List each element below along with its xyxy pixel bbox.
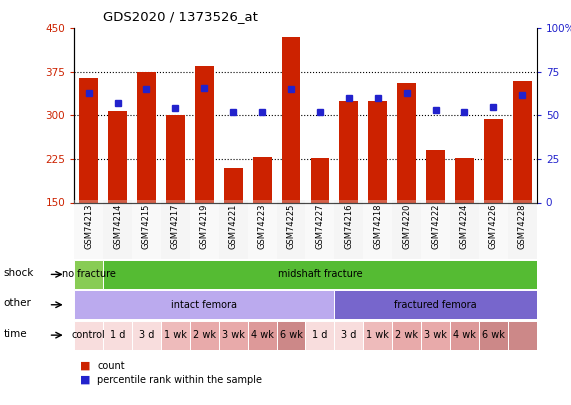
Bar (74, 260, 103, 289)
Text: GSM74226: GSM74226 (489, 203, 498, 249)
Bar (335, 290, 537, 319)
Bar (74, 321, 103, 350)
Text: midshaft fracture: midshaft fracture (278, 269, 362, 279)
Bar (190, 321, 219, 350)
Bar (455, 158, 474, 202)
Bar (248, 200, 276, 259)
Text: other: other (3, 298, 31, 308)
Bar (484, 119, 503, 202)
Text: percentile rank within the sample: percentile rank within the sample (97, 375, 262, 385)
Text: GSM74217: GSM74217 (171, 203, 180, 249)
Bar (305, 321, 335, 350)
Bar (79, 78, 98, 202)
Text: 1 wk: 1 wk (164, 330, 187, 340)
Bar (335, 321, 363, 350)
Text: 3 d: 3 d (341, 330, 356, 340)
Bar (190, 200, 219, 259)
Bar (253, 157, 272, 202)
Text: 1 d: 1 d (110, 330, 125, 340)
Bar (132, 200, 161, 259)
Text: GSM74227: GSM74227 (315, 203, 324, 249)
Bar (392, 200, 421, 259)
Bar (74, 290, 335, 319)
Text: 2 wk: 2 wk (395, 330, 418, 340)
Text: GSM74213: GSM74213 (84, 203, 93, 249)
Text: 4 wk: 4 wk (251, 330, 274, 340)
Bar (450, 200, 479, 259)
Text: GSM74225: GSM74225 (287, 203, 296, 249)
Bar (363, 200, 392, 259)
Bar (397, 83, 416, 202)
Bar (132, 321, 161, 350)
Bar (219, 200, 248, 259)
Bar (161, 321, 190, 350)
Text: GSM74214: GSM74214 (113, 203, 122, 249)
Bar (479, 200, 508, 259)
Bar (513, 81, 532, 202)
Bar (161, 200, 190, 259)
Bar (276, 200, 305, 259)
Text: shock: shock (3, 268, 34, 278)
Text: intact femora: intact femora (171, 300, 238, 310)
Bar (335, 200, 363, 259)
Bar (195, 66, 214, 202)
Text: 6 wk: 6 wk (482, 330, 505, 340)
Text: 1 wk: 1 wk (367, 330, 389, 340)
Text: count: count (97, 360, 124, 371)
Bar (108, 111, 127, 202)
Text: GSM74220: GSM74220 (402, 203, 411, 249)
Text: ■: ■ (80, 375, 90, 385)
Text: GSM74222: GSM74222 (431, 203, 440, 249)
Text: no fracture: no fracture (62, 269, 115, 279)
Bar (421, 200, 450, 259)
Bar (224, 168, 243, 202)
Bar (392, 321, 421, 350)
Bar (248, 321, 276, 350)
Text: 2 wk: 2 wk (193, 330, 216, 340)
Text: ■: ■ (80, 360, 90, 371)
Bar (339, 101, 358, 202)
Text: 3 wk: 3 wk (424, 330, 447, 340)
Bar (305, 200, 335, 259)
Bar (137, 72, 156, 202)
Text: fractured femora: fractured femora (394, 300, 477, 310)
Bar (368, 101, 387, 202)
Text: GSM74221: GSM74221 (229, 203, 238, 249)
Bar (103, 321, 132, 350)
Text: 3 wk: 3 wk (222, 330, 244, 340)
Bar (276, 321, 305, 350)
Bar (479, 321, 508, 350)
Text: GDS2020 / 1373526_at: GDS2020 / 1373526_at (103, 10, 258, 23)
Text: GSM74228: GSM74228 (518, 203, 527, 249)
Bar (450, 321, 479, 350)
Text: GSM74215: GSM74215 (142, 203, 151, 249)
Bar (508, 321, 537, 350)
Text: GSM74223: GSM74223 (258, 203, 267, 249)
Bar (166, 115, 185, 202)
Bar (219, 321, 248, 350)
Text: 3 d: 3 d (139, 330, 154, 340)
Text: 4 wk: 4 wk (453, 330, 476, 340)
Bar (426, 150, 445, 202)
Bar (103, 200, 132, 259)
Text: time: time (3, 328, 27, 339)
Text: GSM74219: GSM74219 (200, 203, 209, 249)
Text: GSM74218: GSM74218 (373, 203, 382, 249)
Text: GSM74216: GSM74216 (344, 203, 353, 249)
Bar (311, 158, 329, 202)
Text: control: control (72, 330, 106, 340)
Text: 1 d: 1 d (312, 330, 328, 340)
Text: GSM74224: GSM74224 (460, 203, 469, 249)
Bar (74, 200, 103, 259)
Bar (282, 37, 300, 202)
Text: 6 wk: 6 wk (280, 330, 303, 340)
Bar (363, 321, 392, 350)
Bar (421, 321, 450, 350)
Bar (508, 200, 537, 259)
